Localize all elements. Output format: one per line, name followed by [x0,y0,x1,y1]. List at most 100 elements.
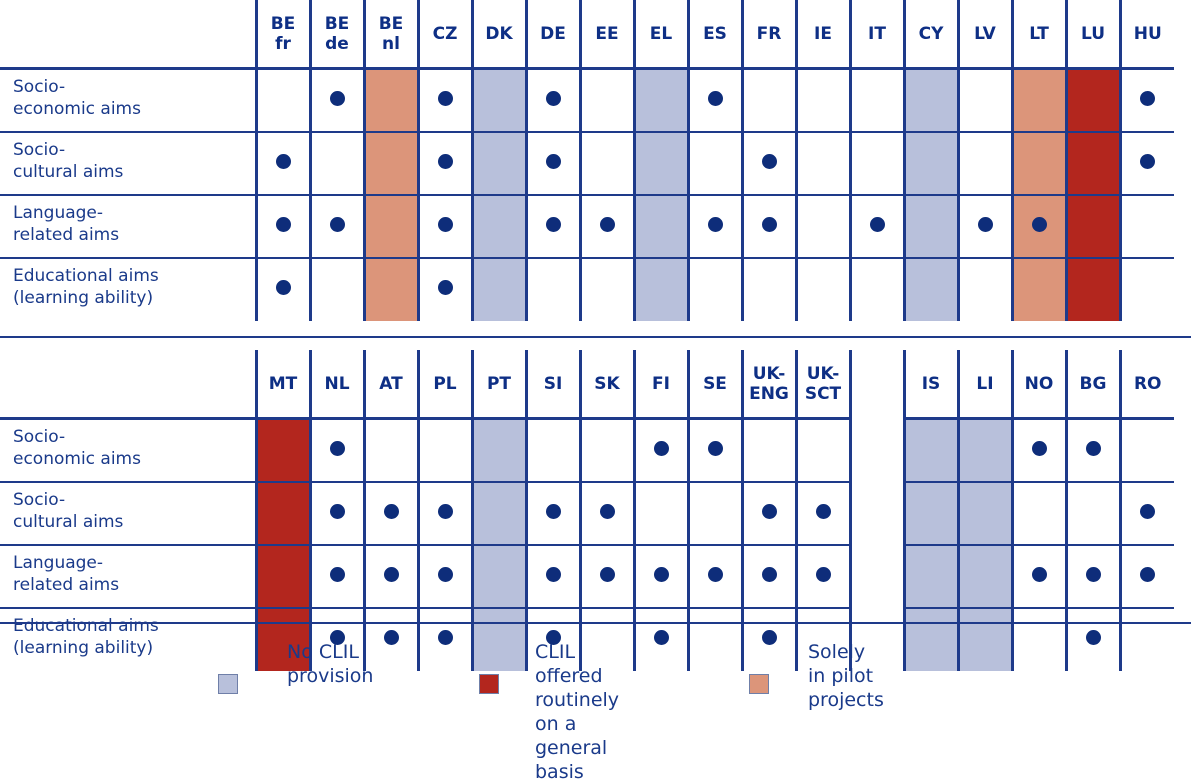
table-cell [308,194,364,259]
column-header: LV [956,0,1012,70]
table-cell [794,257,850,321]
table-cell [1010,131,1066,196]
dot-mark [869,216,885,232]
table-cell [740,481,796,546]
row-label: Socio- economic aims [0,418,256,483]
dot-mark [437,503,453,519]
table-row: Language- related aims [0,194,1174,259]
table-cell [1118,257,1174,321]
dot-mark [1031,216,1047,232]
table-cell [686,481,742,546]
table-cell [254,418,310,483]
table-cell [902,544,958,609]
table-cell [416,194,472,259]
table-cell [740,131,796,196]
table-cell [308,68,364,133]
header-corner [0,350,256,420]
column-header: UK- ENG [740,350,796,420]
dot-mark [761,566,777,582]
dot-mark [383,630,399,645]
row-label: Socio- cultural aims [0,131,256,196]
legend-label: CLIL offered routinely on a general basi… [535,641,620,783]
table-cell [1118,194,1174,259]
table-cell [470,68,526,133]
dot-mark [545,153,561,169]
table-cell [308,131,364,196]
legend-label: No CLIL provision [287,641,374,687]
table-cell [902,257,958,321]
table-cell [794,68,850,133]
dot-mark [1140,90,1156,106]
table-cell [362,607,418,671]
table-cell [956,481,1012,546]
dot-mark [1031,440,1047,456]
column-header: NO [1010,350,1066,420]
table-cell [1010,481,1066,546]
dot-mark [1140,503,1156,519]
dot-mark [707,566,723,582]
table-bottom: MT NL AT PL PT SI SK FI SE UK- ENG UK- SCT IS LI NO BG… [0,350,1174,671]
dot-mark [329,216,345,232]
table-cell [686,257,742,321]
column-header: HU [1118,0,1174,70]
dot-mark [1140,566,1156,582]
table-cell [902,68,958,133]
dot-mark [275,280,291,295]
dot-mark [761,630,777,645]
table-cell [524,418,580,483]
table-cell [794,194,850,259]
column-header: NL [308,350,364,420]
dot-mark [383,503,399,519]
column-header: SI [524,350,580,420]
table-cell [254,68,310,133]
table-cell [524,194,580,259]
table-cell [416,544,472,609]
column-header: BE nl [362,0,418,70]
dot-mark [545,503,561,519]
table-cell [794,131,850,196]
dot-mark [977,216,993,232]
table-cell [686,131,742,196]
table-cell [740,68,796,133]
table-cell [416,68,472,133]
table-cell [686,544,742,609]
table-cell [1064,607,1120,671]
dot-mark [545,566,561,582]
column-header: CY [902,0,958,70]
table-cell [1064,194,1120,259]
table-cell [254,607,310,671]
table-cell [902,194,958,259]
table-cell [1064,68,1120,133]
table-row: Educational aims (learning ability) [0,607,1174,671]
table-cell [470,418,526,483]
legend-swatch [749,674,769,694]
dot-mark [437,90,453,106]
table-cell [524,544,580,609]
row-label: Educational aims (learning ability) [13,265,159,308]
table-cell [578,68,634,133]
table-cell [1064,481,1120,546]
column-header: PL [416,350,472,420]
table-cell [1010,607,1066,671]
table-cell [470,481,526,546]
table-cell [578,607,634,671]
table-cell [1118,607,1174,671]
table-cell [632,131,688,196]
dot-mark [275,216,291,232]
table-cell [254,481,310,546]
dot-mark [1085,440,1101,456]
table-cell [956,68,1012,133]
header-corner [0,0,256,70]
table-cell [1118,481,1174,546]
dot-mark [815,566,831,582]
table-cell [416,418,472,483]
table-cell [578,131,634,196]
gap-cell [848,481,904,545]
table-cell [1064,131,1120,196]
table-cell [686,68,742,133]
column-header: IE [794,0,850,70]
table-cell [848,194,904,259]
table-cell [470,257,526,321]
table-cell [1118,544,1174,609]
table-cell [308,544,364,609]
